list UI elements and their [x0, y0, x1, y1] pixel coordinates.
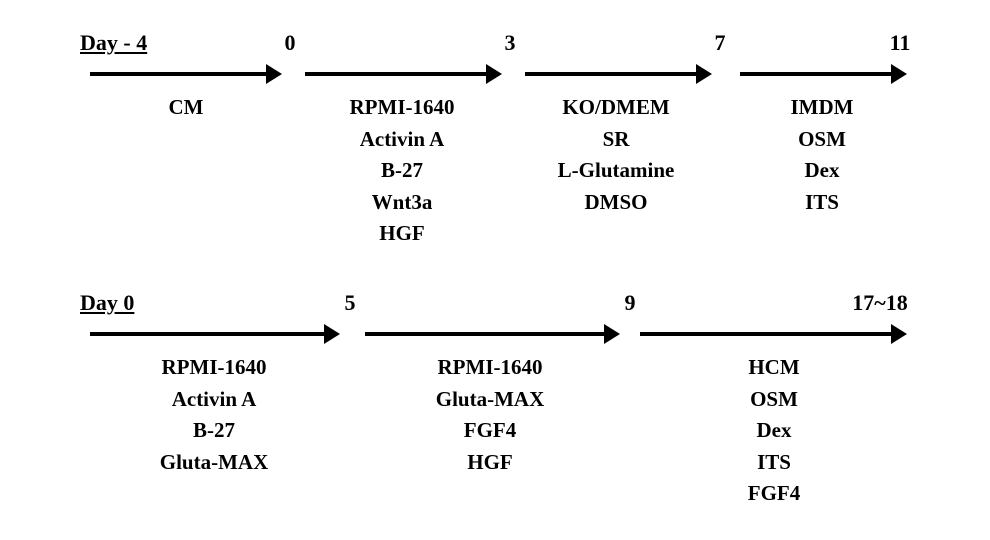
media-item: ITS — [679, 447, 869, 479]
time-tick: 7 — [680, 30, 760, 56]
arrow-segment — [90, 58, 280, 92]
time-tick: 0 — [250, 30, 330, 56]
time-tick: 11 — [860, 30, 940, 56]
time-tick: 3 — [470, 30, 550, 56]
arrow-head-icon — [696, 64, 712, 84]
day-label: Day 0 — [80, 290, 134, 316]
arrow-segment — [305, 58, 500, 92]
media-item: HCM — [679, 352, 869, 384]
media-item: FGF4 — [679, 478, 869, 510]
arrow-shaft — [740, 72, 893, 76]
media-item: B-27 — [99, 415, 329, 447]
arrow-head-icon — [324, 324, 340, 344]
arrow-segment — [640, 318, 905, 352]
media-item: OSM — [737, 124, 907, 156]
arrow-segment — [525, 58, 710, 92]
media-item: L-Glutamine — [516, 155, 716, 187]
arrow-segment — [365, 318, 618, 352]
media-item: RPMI-1640 — [302, 92, 502, 124]
day-label: Day - 4 — [80, 30, 147, 56]
arrow-head-icon — [891, 324, 907, 344]
arrow-head-icon — [891, 64, 907, 84]
media-item: IMDM — [737, 92, 907, 124]
media-item: HGF — [365, 447, 615, 479]
arrow-shaft — [365, 332, 606, 336]
arrow-shaft — [305, 72, 488, 76]
arrow-head-icon — [266, 64, 282, 84]
media-column: RPMI-1640Gluta-MAXFGF4HGF — [365, 352, 615, 478]
media-column: IMDMOSMDexITS — [737, 92, 907, 218]
media-item: SR — [516, 124, 716, 156]
media-item: Dex — [737, 155, 907, 187]
media-item: Gluta-MAX — [99, 447, 329, 479]
media-column: CM — [106, 92, 266, 124]
media-item: Dex — [679, 415, 869, 447]
arrow-shaft — [525, 72, 698, 76]
arrow-segment — [740, 58, 905, 92]
media-item: B-27 — [302, 155, 502, 187]
media-item: OSM — [679, 384, 869, 416]
media-item: Activin A — [99, 384, 329, 416]
media-item: Gluta-MAX — [365, 384, 615, 416]
arrow-segment — [90, 318, 338, 352]
time-tick: 9 — [590, 290, 670, 316]
media-item: HGF — [302, 218, 502, 250]
media-item: KO/DMEM — [516, 92, 716, 124]
media-item: Activin A — [302, 124, 502, 156]
media-column: HCMOSMDexITSFGF4 — [679, 352, 869, 510]
media-item: Wnt3a — [302, 187, 502, 219]
media-column: RPMI-1640Activin AB-27Gluta-MAX — [99, 352, 329, 478]
time-tick: 5 — [310, 290, 390, 316]
media-item: RPMI-1640 — [99, 352, 329, 384]
arrow-shaft — [90, 72, 268, 76]
media-column: KO/DMEMSRL-GlutamineDMSO — [516, 92, 716, 218]
time-tick: 17~18 — [840, 290, 920, 316]
media-item: CM — [106, 92, 266, 124]
arrow-head-icon — [604, 324, 620, 344]
arrow-shaft — [640, 332, 893, 336]
media-item: ITS — [737, 187, 907, 219]
media-item: FGF4 — [365, 415, 615, 447]
arrow-shaft — [90, 332, 326, 336]
media-column: RPMI-1640Activin AB-27Wnt3aHGF — [302, 92, 502, 250]
media-item: RPMI-1640 — [365, 352, 615, 384]
arrow-head-icon — [486, 64, 502, 84]
media-item: DMSO — [516, 187, 716, 219]
